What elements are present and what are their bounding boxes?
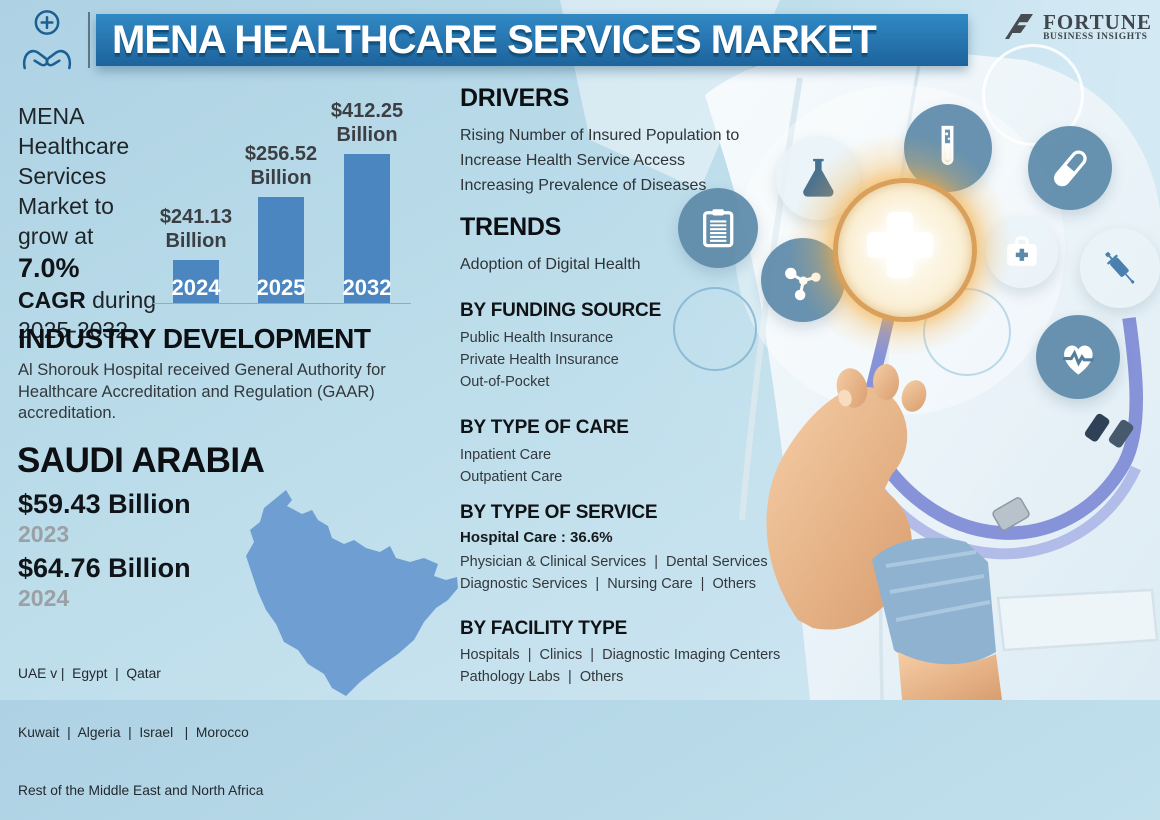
type-of-service-list: Physician & Clinical Services | Dental S… (460, 551, 790, 595)
syringe-icon (1105, 251, 1135, 284)
fingernail (838, 389, 852, 407)
driver-item: Rising Number of Insured Population to I… (460, 127, 740, 169)
bar-2025: 2025 (256, 197, 306, 303)
bar-2032: 2032 (342, 154, 392, 303)
bar-unit: Billion (336, 124, 398, 146)
funding-source-heading: BY FUNDING SOURCE (460, 300, 662, 321)
bar-value-label: $412.25 Billion (331, 99, 403, 147)
header-divider (88, 12, 90, 68)
bar-year-label: 2032 (342, 275, 392, 300)
care-item: Inpatient Care (460, 447, 552, 463)
cagr-value: 7.0% (18, 253, 80, 283)
bar-group-2024: $241.13 Billion 2024 (152, 205, 240, 303)
type-of-service-heading: BY TYPE OF SERVICE (460, 502, 658, 523)
intro-line: grow at (18, 223, 94, 249)
saudi-2024-value: $64.76 Billion (18, 553, 191, 583)
facility-item: Hospitals | Clinics | Diagnostic Imaging… (460, 647, 781, 663)
bar-group-2025: $256.52 Billion 2025 (237, 142, 325, 303)
chart-baseline (153, 302, 411, 304)
facility-type-list: Hospitals | Clinics | Diagnostic Imaging… (460, 644, 790, 688)
clipboard-bubble (678, 188, 758, 268)
heart-pulse-bubble (1036, 315, 1120, 399)
intro-line: MENA Healthcare (18, 103, 130, 159)
hands-holding-medical-cross-icon (22, 10, 72, 70)
hospital-care-share: Hospital Care : 36.6% (460, 529, 613, 546)
capsule-icon (1053, 150, 1087, 186)
trend-item: Adoption of Digital Health (460, 256, 641, 273)
outline-circle-1 (982, 44, 1084, 146)
title-banner: MENA HEALTHCARE SERVICES MARKET (96, 14, 968, 66)
brand-tagline: BUSINESS INSIGHTS (1043, 32, 1148, 42)
clipboard-icon (702, 209, 734, 248)
brand-logo: FORTUNE BUSINESS INSIGHTS (1001, 12, 1152, 42)
funding-source-list: Public Health Insurance Private Health I… (460, 327, 790, 393)
first-aid-kit-icon (1007, 236, 1037, 266)
medical-cross-icon (867, 212, 933, 278)
driver-item: Increasing Prevalence of Diseases (460, 177, 707, 194)
bar-amount: $412.25 (330, 100, 404, 122)
industry-development-heading: INDUSTRY DEVELOPMENT (18, 323, 371, 354)
saudi-2024-year: 2024 (18, 585, 70, 611)
intro-line: CAGR during (18, 285, 194, 315)
fortune-business-insights-mark (1005, 14, 1034, 39)
page-title: MENA HEALTHCARE SERVICES MARKET (112, 18, 877, 62)
intro-line: Market to (18, 193, 114, 219)
bar-amount: $256.52 (244, 143, 318, 165)
stethoscope-chestpiece-glow (787, 132, 1013, 358)
capsule-bubble (1028, 126, 1112, 210)
bar-group-2032: $412.25 Billion 2032 (323, 99, 411, 303)
funding-item: Private Health Insurance (460, 352, 619, 368)
saudi-arabia-map (246, 490, 458, 696)
intro-line: Services (18, 163, 107, 189)
tube-connector-1 (1084, 413, 1110, 442)
stethoscope-tube (857, 317, 1143, 540)
bar-year-label: 2024 (171, 275, 221, 300)
market-growth-summary: MENA Healthcare Services Market to grow … (18, 101, 194, 345)
service-item: Physician & Clinical Services | Dental S… (460, 554, 768, 570)
facility-item: Pathology Labs | Others (460, 669, 624, 685)
forecast-period: 2025-2032 (18, 317, 128, 343)
industry-development-text: Al Shorouk Hospital received General Aut… (18, 361, 386, 422)
drivers-heading: DRIVERS (460, 84, 570, 112)
market-size-bar-chart: $241.13 Billion 2024 $256.52 Billion 202… (151, 90, 413, 304)
country-line: Kuwait | Algeria | Israel | Morocco (18, 724, 249, 740)
bar-value-label: $241.13 Billion (160, 205, 232, 253)
bar-unit: Billion (250, 167, 312, 189)
bar-amount: $241.13 (159, 206, 233, 228)
service-item: Diagnostic Services | Nursing Care | Oth… (460, 576, 757, 592)
cagr-label: CAGR (18, 287, 86, 313)
heart-pulse-icon (1062, 345, 1094, 375)
cuff-stripes (885, 550, 991, 622)
trends-heading: TRENDS (460, 213, 561, 241)
coat-pocket (996, 588, 1159, 652)
funding-item: Out-of-Pocket (460, 374, 550, 390)
brand-name: FORTUNE (1043, 10, 1152, 34)
tube-connector-2 (1108, 419, 1134, 448)
saudi-2023-year: 2023 (18, 521, 70, 547)
tube-clip (992, 497, 1030, 531)
bar-year-label: 2025 (256, 275, 306, 300)
saudi-arabia-heading: SAUDI ARABIA (17, 441, 265, 480)
outline-circle-2 (673, 287, 757, 371)
facility-type-heading: BY FACILITY TYPE (460, 618, 628, 639)
funding-item: Public Health Insurance (460, 330, 614, 346)
finger-3 (901, 380, 927, 412)
finger-2 (873, 364, 899, 400)
saudi-2023-value: $59.43 Billion (18, 489, 191, 519)
country-scope-list: UAE v | Egypt | Qatar Kuwait | Algeria |… (18, 625, 263, 820)
syringe-bubble (1080, 228, 1160, 308)
intro-text: during (85, 287, 157, 313)
care-item: Outpatient Care (460, 469, 563, 485)
map-shape (246, 490, 458, 696)
bar-unit: Billion (165, 230, 227, 252)
country-line: UAE v | Egypt | Qatar (18, 666, 161, 681)
type-of-care-heading: BY TYPE OF CARE (460, 417, 629, 438)
bar-2024: 2024 (171, 260, 221, 303)
bar-value-label: $256.52 Billion (245, 142, 317, 190)
type-of-care-list: Inpatient Care Outpatient Care (460, 444, 790, 488)
country-line: Rest of the Middle East and North Africa (18, 783, 264, 798)
forearm (898, 652, 1002, 700)
shirt-cuff (872, 537, 996, 667)
